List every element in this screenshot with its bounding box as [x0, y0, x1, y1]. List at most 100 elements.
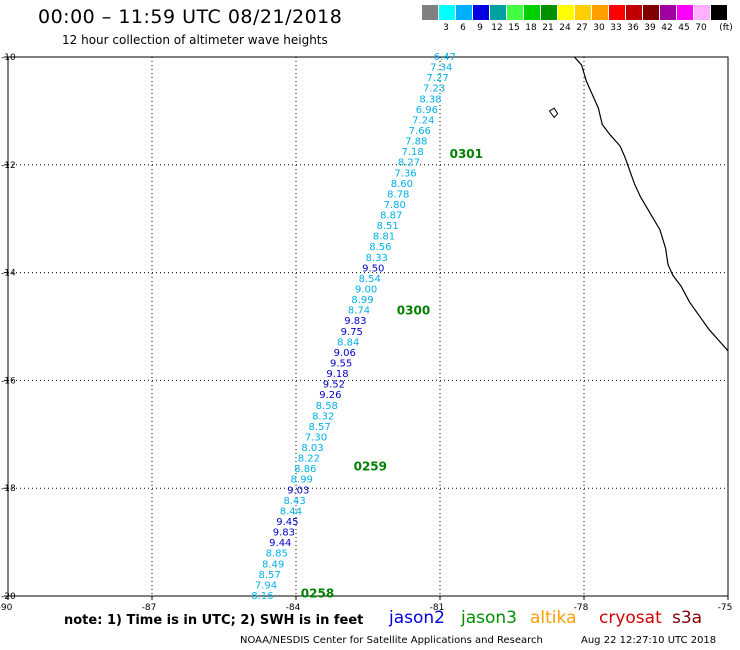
wave-height-value: 9.06: [334, 348, 356, 359]
wave-height-value: 8.03: [301, 443, 323, 454]
scale-swatch: [421, 5, 438, 20]
lon-tick-label: -75: [718, 603, 733, 613]
credit-text: NOAA/NESDIS Center for Satellite Applica…: [240, 635, 543, 646]
units-note: note: 1) Time is in UTC; 2) SWH is in fe…: [64, 613, 364, 628]
scale-tick-label: 24: [559, 23, 571, 33]
scale-unit-label: (ft): [719, 23, 733, 33]
lat-tick-label: -16: [1, 376, 16, 386]
scale-swatch: [693, 5, 710, 20]
lat-tick-label: -20: [1, 592, 16, 602]
scale-tick-label: 9: [477, 23, 483, 33]
wave-height-value: 7.24: [412, 115, 434, 126]
scale-swatch: [710, 5, 727, 20]
wave-height-value: 8.74: [348, 306, 370, 317]
pass-time-label: 0258: [301, 586, 334, 600]
wave-height-value: 7.34: [430, 63, 452, 74]
scale-swatch: [676, 5, 693, 20]
scale-swatch: [455, 5, 472, 20]
satellite-jason3: jason3: [461, 608, 517, 628]
wave-height-value: 8.57: [308, 422, 330, 433]
wave-height-value: 9.55: [330, 359, 352, 370]
satellite-jason2: jason2: [389, 608, 445, 628]
wave-height-value: 8.54: [359, 274, 381, 285]
wave-height-value: 9.75: [341, 327, 363, 338]
wave-height-value: 7.27: [426, 73, 448, 84]
scale-tick-label: 39: [644, 23, 656, 33]
scale-swatch: [540, 5, 557, 20]
lat-tick-label: -14: [1, 269, 16, 279]
map-frame: [7, 56, 729, 597]
map-title: 00:00 – 11:59 UTC 08/21/2018: [38, 6, 343, 28]
wave-height-value: 7.94: [255, 580, 277, 591]
wave-height-value: 9.26: [319, 390, 341, 401]
pass-time-labels: 0301 0300 0259 0258: [301, 147, 483, 600]
lon-tick-label: -90: [0, 603, 13, 613]
wave-height-value: 7.30: [305, 433, 327, 444]
lat-tick-label: -12: [1, 161, 16, 171]
scale-tick-label: 30: [593, 23, 605, 33]
wave-height-value: 8.43: [283, 496, 305, 507]
wave-height-value: 9.83: [273, 528, 295, 539]
scale-tick-label: 6: [460, 23, 466, 33]
wave-height-value: 7.36: [394, 168, 416, 179]
wave-height-value: 9.18: [326, 369, 348, 380]
scale-tick-label: 42: [661, 23, 673, 33]
lon-tick-label: -84: [286, 603, 301, 613]
wave-height-value: 8.85: [266, 549, 288, 560]
lat-tick-label: -10: [1, 53, 16, 63]
wave-height-value: 6.47: [434, 52, 456, 63]
scale-tick-label: 12: [491, 23, 503, 33]
scale-tick-label: 21: [542, 23, 554, 33]
wave-height-value: 8.81: [373, 232, 395, 243]
lat-tick-label: -18: [1, 484, 16, 494]
scale-tick-label: 3: [443, 23, 449, 33]
wave-height-value: 9.83: [344, 316, 366, 327]
scale-swatch: [506, 5, 523, 20]
wave-height-value: 8.56: [369, 242, 391, 253]
satellite-s3a: s3a: [672, 608, 703, 628]
lon-tick-label: -81: [430, 603, 445, 613]
lon-tick-label: -87: [142, 603, 157, 613]
scale-swatch: [523, 5, 540, 20]
wave-height-value: 8.78: [387, 189, 409, 200]
scale-tick-label: 18: [525, 23, 537, 33]
scale-tick-label: 36: [627, 23, 639, 33]
wave-height-value: 8.22: [298, 454, 320, 465]
wave-height-value: 7.18: [401, 147, 423, 158]
wave-height-value: 7.80: [384, 200, 406, 211]
scale-tick-label: 45: [678, 23, 690, 33]
pass-time-label: 0300: [397, 303, 430, 317]
wave-height-value: 8.60: [391, 179, 413, 190]
generation-timestamp: Aug 22 12:27:10 UTC 2018: [581, 635, 717, 646]
wave-height-value: 9.03: [287, 485, 309, 496]
map-subtitle: 12 hour collection of altimeter wave hei…: [62, 33, 328, 47]
lon-tick-label: -78: [574, 603, 589, 613]
wave-height-value: 9.45: [276, 517, 298, 528]
lat-lon-grid: [8, 57, 728, 596]
wave-height-value: 8.38: [419, 94, 441, 105]
wave-height-value: 8.58: [316, 401, 338, 412]
scale-swatch: [472, 5, 489, 20]
wave-height-value: 8.86: [294, 464, 316, 475]
wave-height-value: 8.99: [351, 295, 373, 306]
altimeter-track: 6.477.347.277.238.386.967.247.667.887.18…: [251, 52, 456, 602]
wave-height-value: 8.51: [376, 221, 398, 232]
scale-swatch: [608, 5, 625, 20]
wave-height-value: 7.66: [409, 126, 431, 137]
coastline-path: [573, 56, 729, 352]
wave-height-value: 8.32: [312, 411, 334, 422]
wave-height-value: 8.49: [262, 559, 284, 570]
wave-height-value: 7.23: [423, 84, 445, 95]
wave-height-value: 8.84: [337, 337, 359, 348]
scale-swatch: [489, 5, 506, 20]
wave-height-value: 8.16: [251, 591, 273, 602]
scale-swatch: [591, 5, 608, 20]
island-outline: [548, 107, 559, 119]
wave-height-value: 8.44: [280, 507, 302, 518]
scale-tick-label: 27: [576, 23, 588, 33]
scale-swatch: [574, 5, 591, 20]
pass-time-label: 0301: [450, 147, 483, 161]
wave-height-value: 8.57: [258, 570, 280, 581]
scale-swatch: [659, 5, 676, 20]
map-border: [7, 56, 729, 597]
